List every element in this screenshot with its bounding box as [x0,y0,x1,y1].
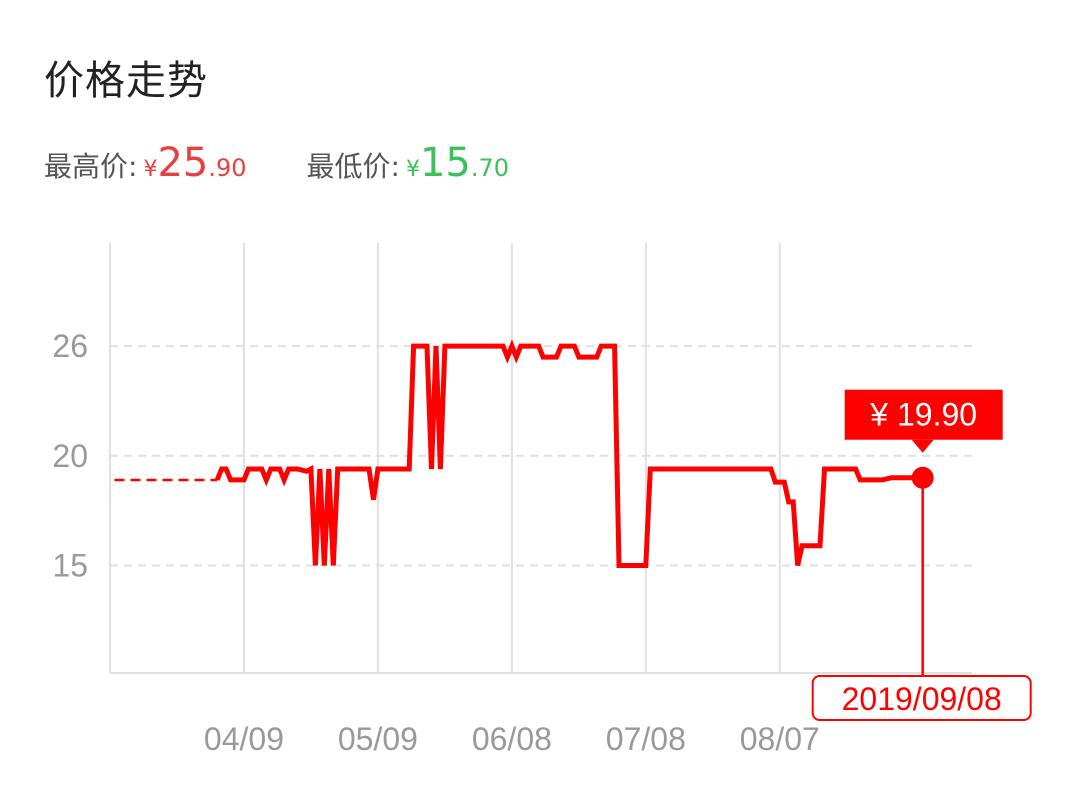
highest-price-integer: 25 [157,140,209,186]
y-tick-label-1: 20 [52,438,88,474]
highlight-point [911,466,934,489]
price-tooltip-pointer [911,439,934,453]
lowest-price-integer: 15 [419,140,471,186]
highest-price-currency: ¥ [143,157,158,182]
x-tick-label-3: 07/08 [606,721,686,757]
highest-price-decimal: .90 [208,154,247,182]
y-tick-label-2: 15 [52,548,88,584]
lowest-price-label: 最低价: [306,150,400,183]
highest-price: 最高价: ¥ 25 .90 [44,140,247,186]
x-tick-label-4: 08/07 [740,721,820,757]
date-label-box [811,675,1032,721]
price-tooltip-label: ¥ 19.90 [869,397,977,433]
highest-price-label: 最高价: [44,150,138,183]
price-line-series-0 [214,339,923,568]
price-tooltip-box [844,389,1003,440]
x-tick-label-0: 04/09 [204,721,284,757]
lowest-price-decimal: .70 [470,154,510,182]
y-tick-label-0: 26 [52,328,88,364]
chart-title: 价格走势 [44,58,208,104]
x-tick-label-2: 06/08 [472,721,552,757]
x-tick-label-1: 05/09 [338,721,418,757]
lowest-price: 最低价: ¥ 15 .70 [307,140,510,186]
price-stats: 最高价: ¥ 25 .90 最低价: ¥ 15 .70 [44,140,509,186]
lowest-price-currency: ¥ [405,157,420,182]
date-label-text: 2019/09/08 [842,681,1002,717]
